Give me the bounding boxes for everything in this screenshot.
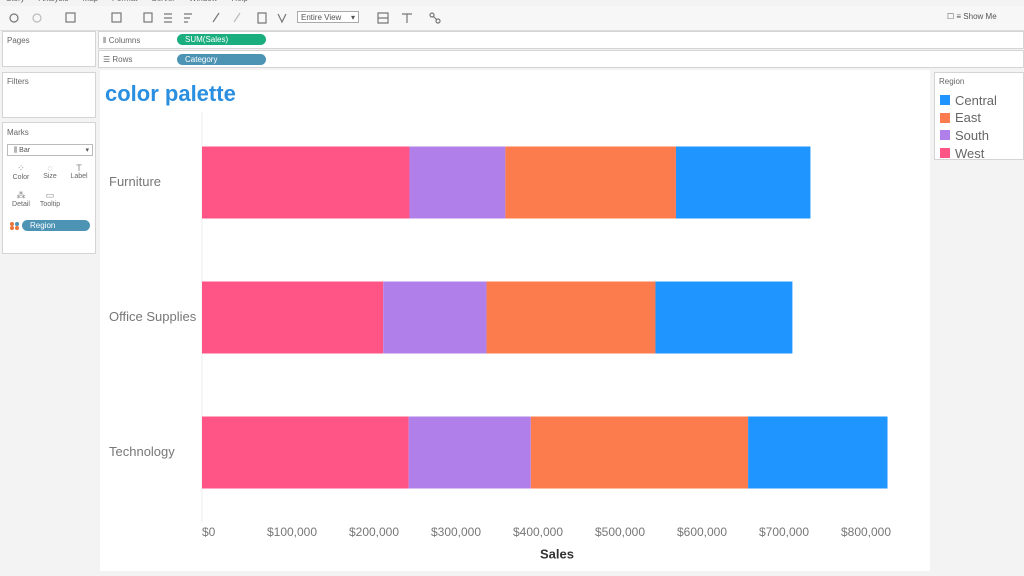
show-me-button[interactable]: ☐ ≡ Show Me [947,12,997,21]
x-tick-label: $300,000 [431,525,481,539]
bar-segment [202,417,409,489]
mark-button[interactable]: ⁘Color [7,163,35,181]
mark-type: Bar [19,147,30,154]
menu-item[interactable]: Analysis [39,0,69,4]
bar-segment [531,417,748,489]
mark-button-label: Tooltip [36,201,64,208]
x-axis-title: Sales [540,546,574,561]
legend-label: South [955,128,989,143]
menu-item[interactable]: Format [112,0,137,4]
mark-button[interactable]: TLabel [65,163,93,180]
bar-segment [676,147,810,219]
mark-button-icon: ◌ [36,163,64,173]
pages-card: Pages [2,31,96,67]
columns-text: Columns [109,36,141,45]
columns-pill[interactable]: SUM(Sales) [177,34,266,45]
menu-item[interactable]: Map [82,0,98,4]
legend-swatch [940,113,950,123]
pages-title: Pages [7,36,30,45]
mark-button[interactable]: ◌Size [36,163,64,180]
mark-button-label: Color [7,174,35,181]
rows-label: ☰ Rows [103,55,132,64]
menu-item[interactable]: Story [6,0,25,4]
legend-label: Central [955,93,997,108]
legend-entry[interactable]: West [940,146,984,160]
rows-text: Rows [112,55,132,64]
legend-label: East [955,110,981,125]
toolbar: Entire View▾ ☐ ≡ Show Me [0,6,1024,31]
mark-button-icon: T [65,163,93,173]
bar-segment [655,282,792,354]
x-tick-label: $200,000 [349,525,399,539]
x-tick-label: $700,000 [759,525,809,539]
bar-segment [409,417,531,489]
bar-segment [202,147,409,219]
marks-card: Marks ⫼ Bar▾ ⁘Color◌SizeTLabel ⁂Detail▭To… [2,122,96,254]
menu-item[interactable]: Help [231,0,247,4]
rows-shelf: ☰ Rows Category [98,50,1024,68]
bar-segment [505,147,676,219]
rows-pill[interactable]: Category [177,54,266,65]
view: color palette Sales $0 $100,000 $200,000 $3… [100,70,930,571]
fit-label: Entire View [301,13,341,22]
region-pill[interactable]: Region [22,220,90,231]
mark-type-dropdown[interactable]: ⫼ Bar▾ [7,144,93,156]
mark-button[interactable]: ⁂Detail [7,190,35,208]
x-tick-label: $400,000 [513,525,563,539]
legend-swatch [940,95,950,105]
fit-dropdown[interactable]: Entire View▾ [297,11,359,23]
y-tick-label: Office Supplies [109,309,197,324]
bar-segment [202,282,383,354]
x-tick-label: $100,000 [267,525,317,539]
toolbar-icons [6,10,296,26]
show-me-label: Show Me [963,12,996,21]
legend-entry[interactable]: South [940,128,989,142]
legend-entry[interactable]: East [940,111,981,125]
x-tick-label: $600,000 [677,525,727,539]
legend-label: West [955,146,984,161]
mark-button[interactable]: ▭Tooltip [36,190,64,208]
legend-title: Region [939,77,964,86]
columns-label: ⦀ Columns [103,36,140,46]
bar-segment [487,282,656,354]
menu-item[interactable]: Window [189,0,217,4]
color-icon [9,221,21,231]
legend-card: Region Central East South West [934,72,1024,160]
bar-segment [409,147,505,219]
toolbar-icons-2 [376,10,446,26]
x-tick-label: $0 [202,525,216,539]
mark-button-icon: ⁂ [7,190,35,201]
marks-title: Marks [7,128,29,137]
x-tick-label: $500,000 [595,525,645,539]
mark-button-icon: ▭ [36,190,64,201]
filters-title: Filters [7,77,29,86]
legend-entry[interactable]: Central [940,93,997,107]
chart: color palette Sales $0 $100,000 $200,000 $3… [100,70,930,571]
mark-button-icon: ⁘ [7,163,35,174]
menu-bar: Story Analysis Map Format Server Window Help [6,0,248,4]
filters-card: Filters [2,72,96,118]
legend-swatch [940,130,950,140]
bar-segment [383,282,486,354]
legend-swatch [940,148,950,158]
bar-segment [748,417,887,489]
x-tick-label: $800,000 [841,525,891,539]
menu-item[interactable]: Server [151,0,175,4]
mark-button-label: Detail [7,201,35,208]
mark-button-label: Size [36,173,64,180]
mark-button-label: Label [65,173,93,180]
columns-shelf: ⦀ Columns SUM(Sales) [98,31,1024,49]
y-tick-label: Technology [109,444,175,459]
chart-title: color palette [105,81,236,106]
y-tick-label: Furniture [109,174,161,189]
